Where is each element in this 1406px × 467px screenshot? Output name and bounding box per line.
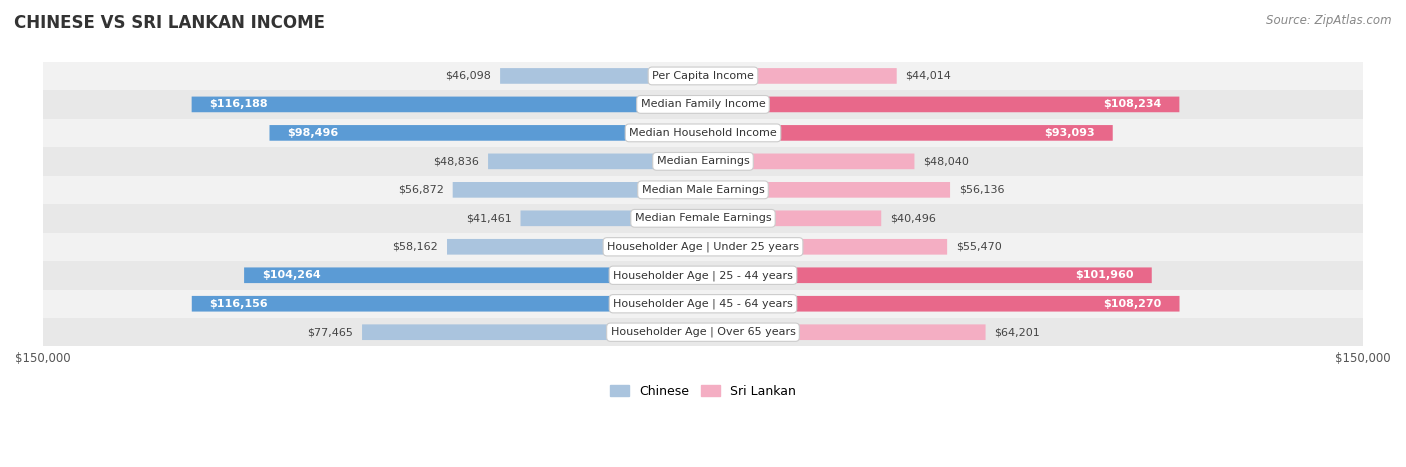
Text: $56,136: $56,136 (959, 185, 1004, 195)
FancyBboxPatch shape (703, 182, 950, 198)
FancyBboxPatch shape (703, 239, 948, 255)
Text: $48,836: $48,836 (433, 156, 479, 166)
Text: $55,470: $55,470 (956, 242, 1001, 252)
Text: Householder Age | Over 65 years: Householder Age | Over 65 years (610, 327, 796, 338)
FancyBboxPatch shape (703, 125, 1112, 141)
FancyBboxPatch shape (703, 154, 914, 169)
FancyBboxPatch shape (703, 268, 1152, 283)
Text: $64,201: $64,201 (994, 327, 1040, 337)
Text: $46,098: $46,098 (446, 71, 491, 81)
Bar (42, 261, 1364, 290)
Bar (42, 176, 1364, 204)
FancyBboxPatch shape (703, 325, 986, 340)
Bar (42, 233, 1364, 261)
FancyBboxPatch shape (703, 211, 882, 226)
Text: Householder Age | 45 - 64 years: Householder Age | 45 - 64 years (613, 298, 793, 309)
Text: $108,270: $108,270 (1104, 299, 1161, 309)
Bar (42, 62, 1364, 90)
FancyBboxPatch shape (363, 325, 703, 340)
Text: $56,872: $56,872 (398, 185, 444, 195)
Text: $101,960: $101,960 (1076, 270, 1135, 280)
Bar (42, 147, 1364, 176)
Text: $48,040: $48,040 (924, 156, 969, 166)
Text: $77,465: $77,465 (308, 327, 353, 337)
Text: CHINESE VS SRI LANKAN INCOME: CHINESE VS SRI LANKAN INCOME (14, 14, 325, 32)
FancyBboxPatch shape (191, 97, 703, 112)
FancyBboxPatch shape (703, 97, 1180, 112)
Text: Per Capita Income: Per Capita Income (652, 71, 754, 81)
FancyBboxPatch shape (245, 268, 703, 283)
Text: $98,496: $98,496 (287, 128, 339, 138)
Text: Median Earnings: Median Earnings (657, 156, 749, 166)
FancyBboxPatch shape (703, 296, 1180, 311)
Bar (42, 290, 1364, 318)
Text: $104,264: $104,264 (262, 270, 321, 280)
Text: $116,156: $116,156 (209, 299, 269, 309)
FancyBboxPatch shape (488, 154, 703, 169)
Text: $44,014: $44,014 (905, 71, 952, 81)
Bar (42, 119, 1364, 147)
Text: Householder Age | Under 25 years: Householder Age | Under 25 years (607, 241, 799, 252)
FancyBboxPatch shape (520, 211, 703, 226)
FancyBboxPatch shape (703, 68, 897, 84)
FancyBboxPatch shape (501, 68, 703, 84)
FancyBboxPatch shape (191, 296, 703, 311)
FancyBboxPatch shape (453, 182, 703, 198)
FancyBboxPatch shape (447, 239, 703, 255)
Text: $41,461: $41,461 (465, 213, 512, 223)
Text: Median Male Earnings: Median Male Earnings (641, 185, 765, 195)
Text: $58,162: $58,162 (392, 242, 439, 252)
Legend: Chinese, Sri Lankan: Chinese, Sri Lankan (605, 380, 801, 403)
Text: Median Household Income: Median Household Income (628, 128, 778, 138)
Text: Householder Age | 25 - 44 years: Householder Age | 25 - 44 years (613, 270, 793, 281)
Text: Median Female Earnings: Median Female Earnings (634, 213, 772, 223)
Text: $116,188: $116,188 (209, 99, 269, 109)
Text: $93,093: $93,093 (1045, 128, 1095, 138)
Bar (42, 90, 1364, 119)
Bar (42, 318, 1364, 347)
FancyBboxPatch shape (270, 125, 703, 141)
Text: $40,496: $40,496 (890, 213, 936, 223)
Bar (42, 204, 1364, 233)
Text: Median Family Income: Median Family Income (641, 99, 765, 109)
Text: Source: ZipAtlas.com: Source: ZipAtlas.com (1267, 14, 1392, 27)
Text: $108,234: $108,234 (1104, 99, 1161, 109)
